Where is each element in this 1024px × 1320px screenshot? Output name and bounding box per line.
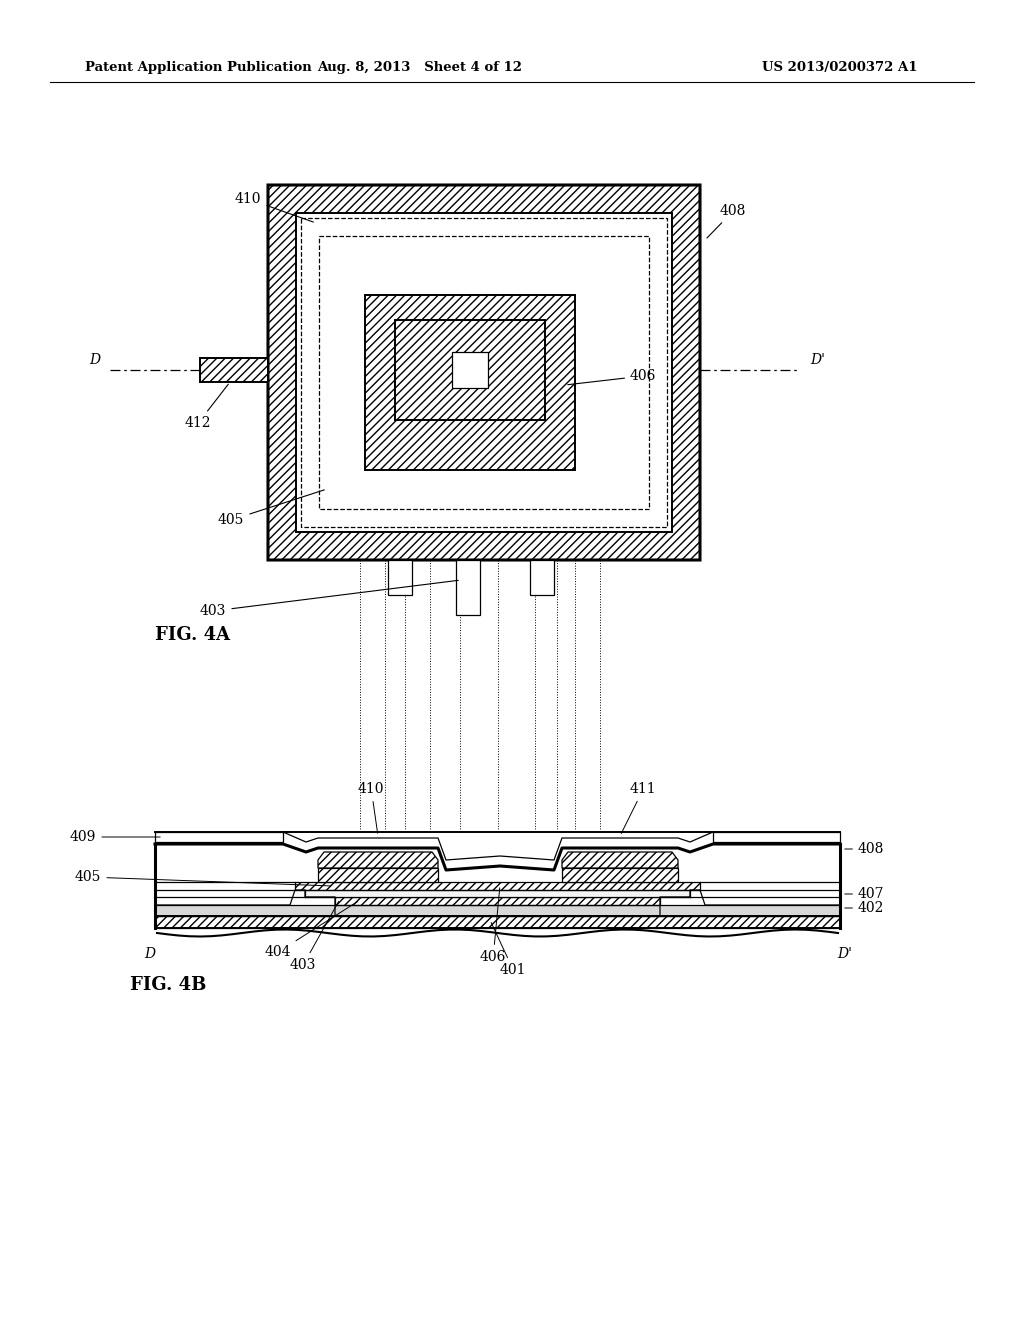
Bar	[301, 218, 667, 527]
Bar	[318, 869, 438, 882]
FancyBboxPatch shape	[296, 213, 672, 532]
Bar	[295, 882, 700, 890]
Bar	[335, 898, 660, 906]
Bar	[155, 832, 283, 842]
Text: 409: 409	[70, 830, 160, 843]
Bar	[388, 560, 412, 595]
Bar	[200, 358, 268, 381]
Bar	[155, 916, 840, 928]
Bar	[155, 916, 840, 928]
Bar	[395, 319, 545, 420]
FancyBboxPatch shape	[268, 185, 700, 560]
Text: FIG. 4B: FIG. 4B	[130, 975, 207, 994]
Bar	[200, 358, 268, 381]
Bar	[562, 869, 678, 882]
Text: D': D'	[810, 352, 825, 367]
Bar	[365, 294, 575, 470]
Text: 401: 401	[492, 923, 526, 977]
Text: D: D	[89, 352, 100, 367]
Text: 405: 405	[218, 490, 325, 527]
Bar	[713, 832, 840, 842]
Text: 408: 408	[845, 842, 885, 855]
Text: 410: 410	[358, 781, 384, 833]
Bar	[295, 882, 700, 890]
Text: 408: 408	[707, 205, 746, 238]
Text: 412: 412	[185, 384, 228, 430]
Bar	[318, 869, 438, 882]
Bar	[395, 319, 545, 420]
Bar	[562, 869, 678, 882]
Bar	[319, 236, 649, 510]
Text: 407: 407	[845, 887, 885, 902]
Bar	[335, 898, 660, 906]
Text: FIG. 4A: FIG. 4A	[155, 626, 230, 644]
Text: 406: 406	[480, 888, 507, 964]
Text: 406: 406	[567, 370, 656, 384]
Polygon shape	[318, 851, 438, 869]
Text: D': D'	[838, 946, 853, 961]
Bar	[155, 906, 840, 916]
Text: 411: 411	[622, 781, 656, 833]
Bar	[305, 890, 690, 898]
Text: 410: 410	[234, 191, 313, 222]
Text: 403: 403	[200, 581, 459, 618]
Text: 404: 404	[265, 902, 357, 960]
Text: 402: 402	[845, 902, 885, 915]
Bar	[365, 294, 575, 470]
Text: D: D	[144, 946, 156, 961]
Bar	[452, 352, 488, 388]
Text: 403: 403	[290, 902, 339, 972]
Polygon shape	[562, 851, 678, 869]
Bar	[456, 560, 480, 615]
Bar	[530, 560, 554, 595]
Text: Patent Application Publication: Patent Application Publication	[85, 62, 311, 74]
Text: 405: 405	[75, 870, 330, 886]
Text: US 2013/0200372 A1: US 2013/0200372 A1	[762, 62, 918, 74]
Text: Aug. 8, 2013   Sheet 4 of 12: Aug. 8, 2013 Sheet 4 of 12	[317, 62, 522, 74]
